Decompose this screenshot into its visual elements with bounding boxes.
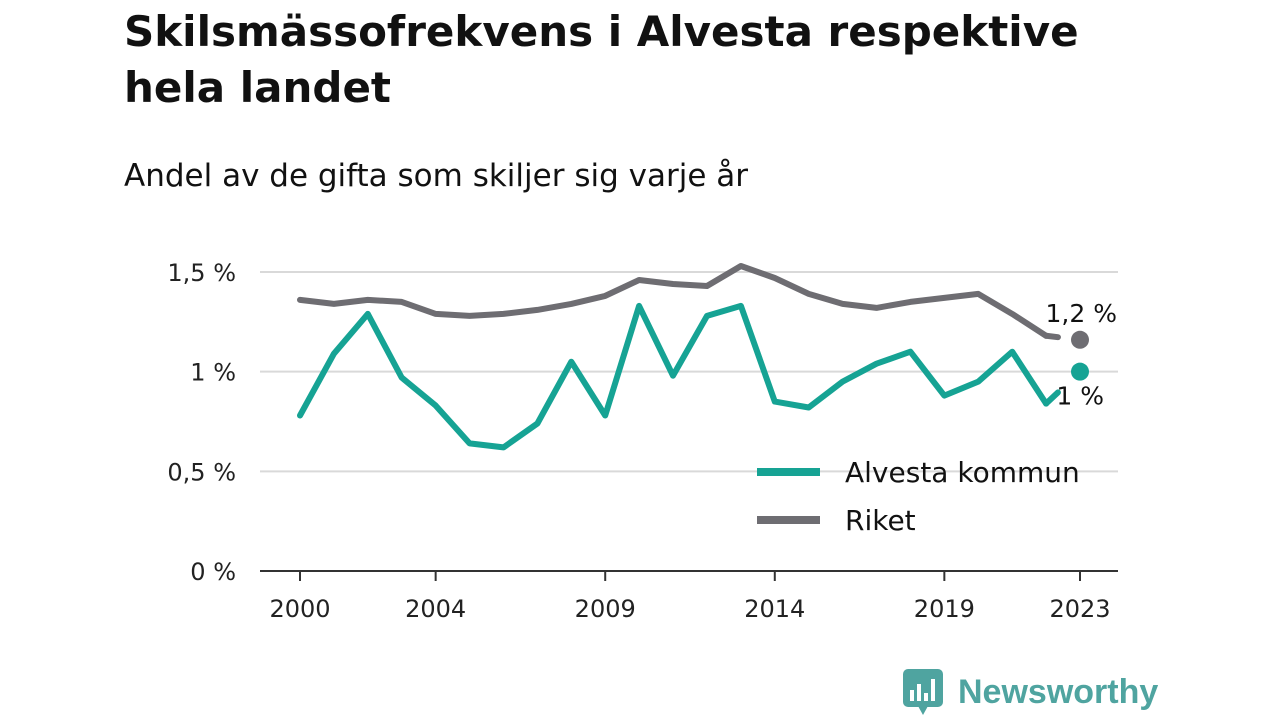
y-tick-label: 0,5 % bbox=[167, 458, 236, 486]
alvesta-end-label: 1 % bbox=[1056, 382, 1104, 411]
newsworthy-chart-logo-icon bbox=[903, 669, 943, 715]
series-end-point bbox=[1071, 362, 1089, 381]
chart-subtitle: Andel av de gifta som skiljer sig varje … bbox=[124, 158, 748, 194]
riket-end-label: 1,2 % bbox=[1046, 299, 1117, 328]
x-tick-label: 2009 bbox=[575, 595, 636, 623]
gridlines bbox=[260, 271, 1118, 473]
y-tick-label: 0 % bbox=[190, 558, 236, 586]
series-line-riket bbox=[297, 263, 1050, 339]
brand-name: Newsworthy bbox=[958, 672, 1159, 711]
y-tick-label: 1,5 % bbox=[167, 259, 236, 287]
series-lines bbox=[297, 263, 1089, 451]
series-tail bbox=[1043, 332, 1061, 341]
x-tick-label: 2023 bbox=[1049, 595, 1110, 623]
brand-logo: Newsworthy bbox=[902, 668, 1158, 716]
x-tick-label: 2019 bbox=[914, 595, 975, 623]
x-tick-label: 2004 bbox=[405, 595, 466, 623]
y-axis-tick-labels: 0 % 0,5 % 1 % 1,5 % bbox=[167, 259, 236, 586]
legend: Alvesta kommun Riket bbox=[757, 456, 1080, 537]
x-axis: 2000 2004 2009 2014 2019 2023 bbox=[260, 570, 1118, 623]
y-tick-label: 1 % bbox=[190, 359, 236, 387]
series-end-point bbox=[1071, 330, 1089, 349]
legend-label: Alvesta kommun bbox=[845, 456, 1080, 489]
legend-label: Riket bbox=[845, 504, 916, 537]
x-tick-label: 2000 bbox=[269, 595, 330, 623]
series-line-alvesta bbox=[297, 302, 1050, 451]
end-labels: 1,2 % 1 % bbox=[1046, 299, 1117, 411]
chart-title: Skilsmässofrekvens i Alvesta respektive … bbox=[124, 7, 1079, 112]
x-tick-label: 2014 bbox=[744, 595, 805, 623]
series-tail bbox=[1043, 389, 1061, 407]
